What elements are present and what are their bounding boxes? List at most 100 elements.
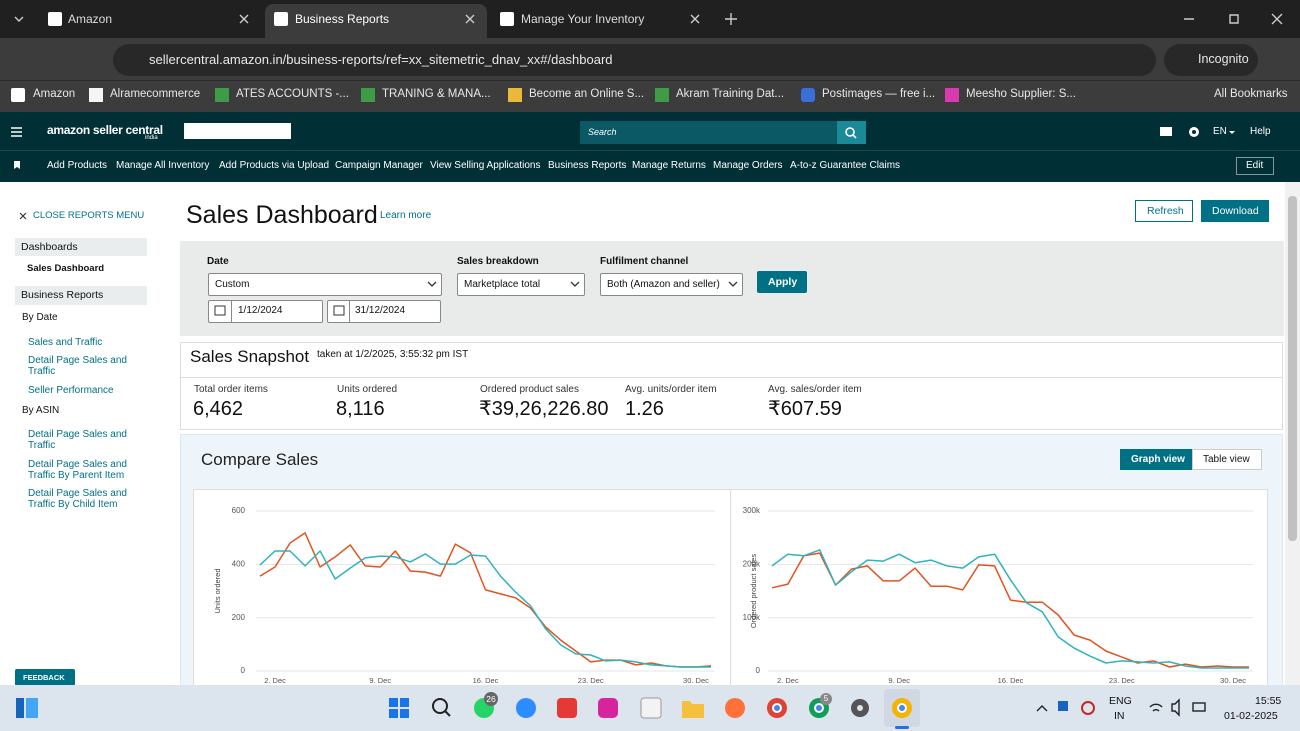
search-box[interactable] xyxy=(580,121,837,144)
active-tab[interactable] xyxy=(265,4,487,38)
nav-item[interactable]: Business Reports xyxy=(548,160,627,171)
menu-link[interactable]: Detail Page Sales and Traffic xyxy=(28,355,127,377)
tab-icon xyxy=(500,12,514,26)
x-tick-label: 2. Dec xyxy=(777,676,799,685)
nav-item[interactable]: Add Products via Upload xyxy=(219,160,330,171)
section-header xyxy=(15,286,147,305)
menu-link[interactable]: Detail Page Sales and Traffic By Child I… xyxy=(28,488,127,510)
bookmark[interactable]: Become an Online S... xyxy=(529,88,645,100)
charts: 0 200 400 600 2. Dec 9. Dec 16. Dec 23. Dec 30. … xyxy=(213,506,1253,685)
bookmark[interactable]: Postimages — free i... xyxy=(822,88,936,100)
date-select[interactable]: Custom xyxy=(208,273,442,296)
y-axis-label: Ordered product sales xyxy=(749,554,758,628)
badge: 26 xyxy=(486,694,496,704)
help[interactable]: Help xyxy=(1250,126,1271,137)
nav-item[interactable]: Manage Returns xyxy=(632,160,706,171)
breakdown-select[interactable]: Marketplace total xyxy=(457,273,585,296)
bookmark[interactable]: ATES ACCOUNTS -... xyxy=(236,88,349,100)
menu-link[interactable]: Detail Page Sales and Traffic xyxy=(28,429,127,451)
refresh-label[interactable]: Refresh xyxy=(1147,205,1184,217)
calendar-icons xyxy=(214,305,345,316)
y-tick-label: 200 xyxy=(232,613,246,622)
metric-label: Units ordered xyxy=(337,384,398,395)
incognito-label[interactable]: Incognito xyxy=(1198,52,1249,66)
incognito-pill[interactable] xyxy=(1164,44,1258,76)
menu-link[interactable]: Detail Page Sales and Traffic By Parent … xyxy=(28,459,127,481)
bookmark[interactable]: Amazon xyxy=(33,88,76,100)
download-button[interactable] xyxy=(1201,200,1269,222)
scrollbar-thumb[interactable] xyxy=(1288,196,1297,541)
bookmark[interactable]: TRANING & MANA... xyxy=(382,88,491,100)
apply-button[interactable] xyxy=(757,271,807,293)
tab-title[interactable]: Business Reports xyxy=(295,12,390,26)
clock-time[interactable]: 15:55 xyxy=(1255,695,1282,707)
metric-value: 1.26 xyxy=(625,398,664,420)
table-view-button[interactable] xyxy=(1192,449,1262,470)
select-value[interactable]: Both (Amazon and seller) xyxy=(607,279,720,290)
clock-date[interactable]: 01-02-2025 xyxy=(1224,710,1278,722)
tab-icon xyxy=(274,12,288,26)
language[interactable]: EN xyxy=(1213,126,1227,137)
nav-item[interactable]: Campaign Manager xyxy=(335,160,423,171)
refresh-button[interactable] xyxy=(1135,200,1193,222)
learn-more[interactable]: Learn more xyxy=(380,210,432,221)
from-date[interactable] xyxy=(208,300,323,323)
menu-link[interactable]: Seller Performance xyxy=(28,385,114,396)
search-button[interactable] xyxy=(837,121,866,144)
y-axis-label: Units ordered xyxy=(213,568,222,613)
graph-view-button[interactable] xyxy=(1120,449,1192,470)
start[interactable] xyxy=(389,698,409,718)
apply-label[interactable]: Apply xyxy=(768,276,798,288)
nav-item[interactable]: Manage All Inventory xyxy=(116,160,210,171)
snapshot-panel xyxy=(180,342,1283,430)
region[interactable]: IN xyxy=(1114,710,1125,722)
logo[interactable]: amazon seller central xyxy=(47,123,163,137)
edit-label[interactable]: Edit xyxy=(1246,160,1264,171)
nav-item[interactable]: Manage Orders xyxy=(713,160,783,171)
y-tick-label: 300k xyxy=(743,506,761,515)
series-line xyxy=(771,549,1249,669)
y-tick-label: 200k xyxy=(743,559,761,568)
metric-label: Total order items xyxy=(194,384,268,395)
nav-item[interactable]: View Selling Applications xyxy=(430,160,541,171)
from-date-value[interactable]: 1/12/2024 xyxy=(238,305,283,316)
store-name[interactable] xyxy=(184,123,291,139)
nav-item[interactable]: Add Products xyxy=(47,160,108,171)
metric-value: ₹607.59 xyxy=(768,398,842,420)
bookmark[interactable]: Akram Training Dat... xyxy=(676,88,785,100)
to-date-value[interactable]: 31/12/2024 xyxy=(355,305,406,316)
menu-link[interactable]: Sales and Traffic xyxy=(28,337,103,348)
metric-value: 6,462 xyxy=(193,398,244,420)
bookmark[interactable]: Alramecommerce xyxy=(110,88,201,100)
nav-item[interactable]: A-to-z Guarantee Claims xyxy=(790,160,901,171)
bookmark[interactable]: Meesho Supplier: S... xyxy=(966,88,1076,100)
tab-title[interactable]: Amazon xyxy=(68,12,113,26)
all-bookmarks[interactable]: All Bookmarks xyxy=(1214,88,1288,100)
feedback-label[interactable]: FEEDBACK xyxy=(23,673,65,682)
close-icon[interactable] xyxy=(19,212,28,221)
language[interactable]: ENG xyxy=(1109,695,1132,707)
compare-title: Compare Sales xyxy=(201,450,319,469)
filter-label: Sales breakdown xyxy=(457,256,539,267)
download-label[interactable]: Download xyxy=(1212,205,1259,217)
group-title: By ASIN xyxy=(22,405,60,416)
menu-item[interactable]: Sales Dashboard xyxy=(27,263,105,274)
tab-title[interactable]: Manage Your Inventory xyxy=(521,12,645,26)
close-menu[interactable]: CLOSE REPORTS MENU xyxy=(33,210,145,221)
table-view-label[interactable]: Table view xyxy=(1203,454,1250,465)
metric-value: 8,116 xyxy=(336,398,385,420)
to-date[interactable] xyxy=(327,300,441,323)
feedback-tab[interactable] xyxy=(15,669,75,686)
graph-view-label[interactable]: Graph view xyxy=(1131,454,1185,465)
edit-button[interactable] xyxy=(1236,157,1274,175)
url[interactable]: sellercentral.amazon.in/business-reports… xyxy=(149,52,613,67)
select-value[interactable]: Custom xyxy=(215,279,250,290)
fulfilment-select[interactable]: Both (Amazon and seller) xyxy=(600,273,743,296)
bookmark-icon xyxy=(508,88,522,102)
filter-label: Fulfilment channel xyxy=(600,256,689,267)
search-placeholder[interactable]: Search xyxy=(588,127,617,137)
address-bar[interactable] xyxy=(113,44,1156,76)
select-value[interactable]: Marketplace total xyxy=(464,279,541,290)
